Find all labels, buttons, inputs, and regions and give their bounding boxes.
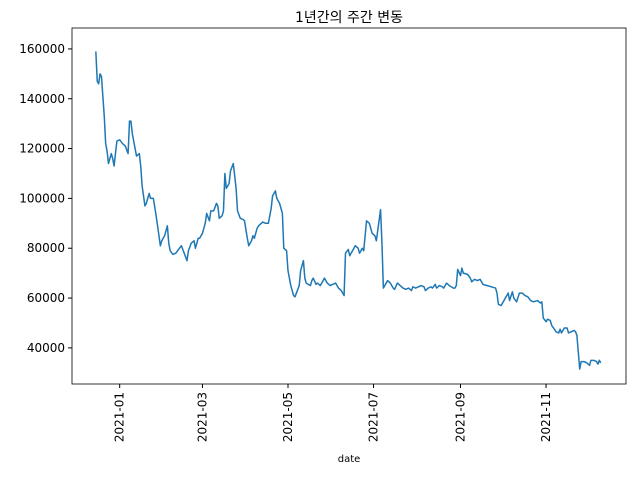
x-tick-label: 2021-09 bbox=[454, 392, 468, 442]
x-tick-label: 2021-07 bbox=[367, 392, 381, 442]
x-tick-label: 2021-03 bbox=[195, 392, 209, 442]
chart-title: 1년간의 주간 변동 bbox=[295, 10, 403, 26]
x-tick-label: 2021-11 bbox=[539, 392, 553, 442]
plot-frame bbox=[71, 27, 627, 385]
data-line bbox=[95, 51, 602, 370]
y-tick-label: 120000 bbox=[19, 142, 65, 156]
y-tick-label: 80000 bbox=[27, 241, 65, 255]
y-tick-label: 40000 bbox=[27, 341, 65, 355]
y-tick-label: 160000 bbox=[19, 42, 65, 56]
x-tick-label: 2021-01 bbox=[113, 392, 127, 442]
y-tick-label: 100000 bbox=[19, 191, 65, 205]
y-tick-label: 60000 bbox=[27, 291, 65, 305]
x-axis-label: date bbox=[338, 454, 361, 465]
y-tick-label: 140000 bbox=[19, 92, 65, 106]
x-tick-label: 2021-05 bbox=[281, 392, 295, 442]
